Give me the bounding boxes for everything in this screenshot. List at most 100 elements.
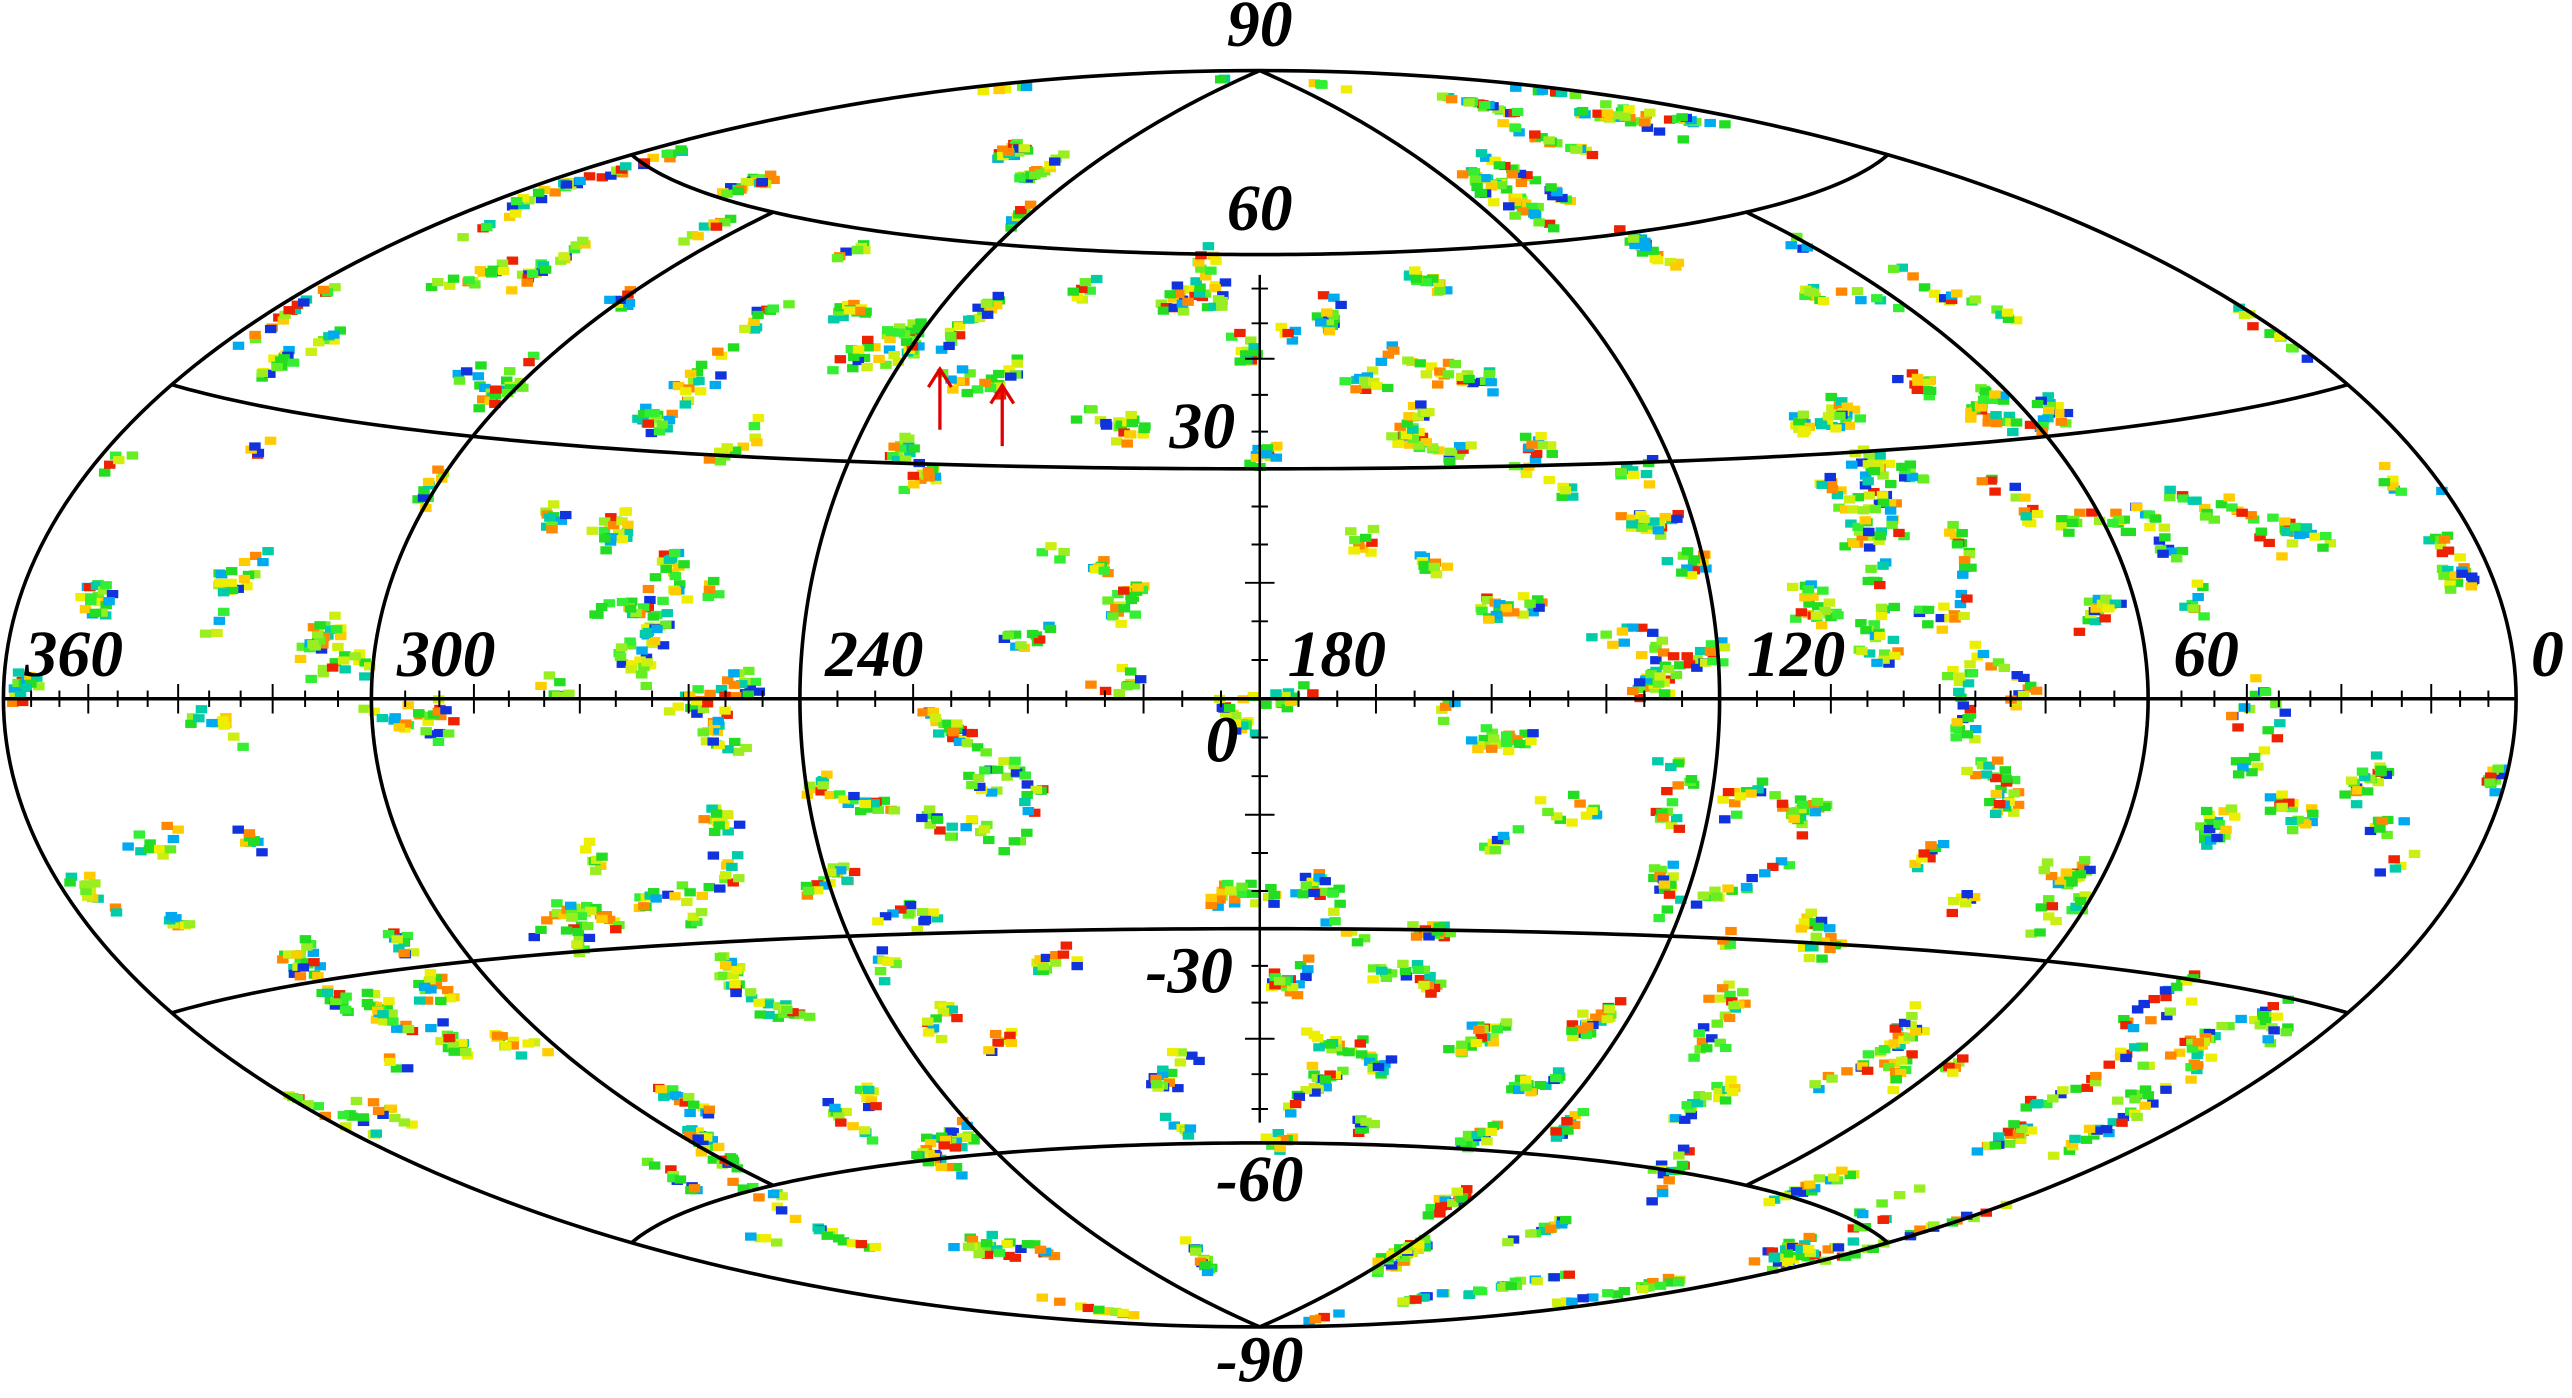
sky-pixel	[1767, 862, 1779, 871]
sky-pixel	[1313, 869, 1326, 878]
sky-pixel	[1505, 1282, 1517, 1291]
sky-pixel	[1156, 1071, 1169, 1080]
sky-pixel	[594, 861, 607, 870]
sky-pixel	[620, 162, 632, 171]
sky-pixel	[1567, 1032, 1579, 1042]
sky-pixel	[334, 631, 347, 641]
sky-pixel	[1519, 729, 1531, 738]
sky-pixel	[510, 196, 523, 206]
sky-pixel	[1817, 297, 1830, 306]
sky-pixel	[1556, 492, 1568, 501]
sky-pixel	[1652, 757, 1664, 766]
sky-pixel	[2279, 517, 2291, 526]
sky-pixel	[1662, 1273, 1675, 1283]
sky-pixel	[1734, 792, 1746, 801]
sky-pixel	[672, 702, 685, 711]
sky-pixel	[1800, 291, 1812, 301]
sky-pixel	[1627, 234, 1640, 243]
sky-pixel	[1120, 682, 1133, 691]
sky-pixel	[294, 957, 306, 966]
sky-pixel	[1422, 1211, 1435, 1220]
sky-pixel	[660, 620, 672, 629]
sky-pixel	[647, 612, 660, 621]
sky-pixel	[1906, 1050, 1918, 1059]
sky-pixel	[912, 329, 925, 338]
sky-pixel	[953, 322, 966, 331]
sky-pixel	[1510, 193, 1523, 202]
sky-pixel	[2139, 1085, 2152, 1094]
sky-pixel	[1151, 1080, 1163, 1089]
sky-pixel	[332, 642, 344, 652]
sky-pixel	[704, 689, 716, 698]
sky-pixel	[974, 782, 986, 791]
sky-pixel	[1268, 899, 1280, 908]
sky-pixel	[624, 286, 637, 295]
sky-pixel	[1475, 149, 1488, 158]
sky-pixel	[956, 365, 969, 374]
sky-pixel	[846, 1239, 859, 1248]
sky-pixel	[837, 312, 849, 322]
sky-pixel	[1833, 503, 1845, 512]
sky-pixel	[109, 451, 122, 460]
sky-pixel	[1134, 675, 1147, 684]
sky-pixel	[1725, 1075, 1737, 1084]
sky-pixel	[1517, 610, 1529, 619]
sky-pixel	[1923, 392, 1936, 401]
sky-pixel	[489, 385, 502, 394]
sky-pixel	[1969, 640, 1982, 649]
sky-pixel	[432, 465, 444, 474]
sky-pixel	[1424, 971, 1436, 981]
sky-pixel	[1137, 430, 1149, 439]
sky-pixel	[2099, 614, 2111, 623]
sky-pixel	[1853, 1223, 1866, 1232]
sky-pixel	[1483, 370, 1495, 379]
sky-pixel	[2239, 756, 2252, 766]
sky-pixel	[2025, 1126, 2038, 1135]
sky-pixel	[656, 557, 669, 566]
sky-pixel	[135, 847, 147, 856]
sky-pixel	[2046, 902, 2059, 911]
sky-pixel	[2191, 579, 2204, 588]
sky-pixel	[733, 874, 745, 883]
sky-pixel	[1974, 400, 1987, 410]
sky-pixel	[963, 315, 975, 324]
sky-pixel	[1544, 441, 1557, 450]
sky-pixel	[890, 959, 902, 969]
sky-pixel	[1293, 980, 1305, 989]
sky-pixel	[973, 313, 986, 323]
sky-pixel	[1669, 1114, 1682, 1123]
sky-pixel	[1050, 951, 1062, 960]
sky-pixel	[2055, 522, 2068, 531]
sky-pixel	[2309, 532, 2321, 541]
sky-pixel	[1666, 798, 1679, 807]
sky-pixel	[312, 630, 324, 639]
sky-pixel	[1240, 356, 1252, 365]
sky-pixel	[402, 701, 414, 710]
sky-pixel	[1970, 771, 1982, 780]
sky-pixel	[1576, 106, 1589, 116]
sky-pixel	[1863, 649, 1876, 658]
sky-pixel	[1950, 733, 1962, 742]
sky-pixel	[1361, 372, 1374, 381]
sky-pixel	[1281, 704, 1294, 713]
sky-pixel	[85, 593, 97, 602]
latitude-labels: 90 60 30 0 -30 -60 -90	[1145, 0, 1303, 1396]
sky-pixel	[1992, 1132, 2005, 1141]
sky-pixel	[1670, 814, 1683, 823]
sky-pixel	[1849, 1250, 1861, 1259]
sky-pixel	[2225, 804, 2238, 813]
sky-pixel	[2055, 417, 2068, 426]
sky-pixel	[638, 902, 650, 911]
sky-pixel	[2247, 322, 2259, 331]
sky-pixel	[2137, 1061, 2149, 1070]
sky-pixel	[1510, 83, 1522, 92]
sky-pixel	[884, 334, 896, 344]
sky-pixel	[1229, 726, 1242, 735]
sky-pixel	[1746, 873, 1758, 883]
sky-pixel	[1260, 1133, 1273, 1142]
sky-pixel	[1524, 599, 1536, 608]
sky-pixel	[1924, 854, 1936, 863]
sky-pixel	[546, 525, 558, 534]
sky-pixel	[923, 805, 936, 814]
sky-pixel	[153, 844, 166, 854]
